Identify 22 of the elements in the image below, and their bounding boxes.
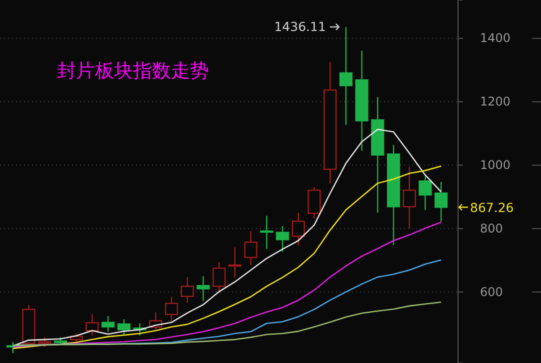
candlestick xyxy=(402,166,416,230)
y-tick-label: 600 xyxy=(480,284,503,299)
candlestick xyxy=(196,276,210,302)
candlestick xyxy=(308,186,321,220)
candlestick xyxy=(339,26,352,126)
text: 867.26 xyxy=(470,200,514,215)
text: 封片板块指数走势 xyxy=(57,60,209,82)
candlestick xyxy=(371,96,384,214)
y-tick-label: 1400 xyxy=(480,31,511,46)
y-tick-label: 1000 xyxy=(480,158,511,172)
candlestick xyxy=(434,181,448,223)
candlestick xyxy=(386,144,400,246)
candlestick xyxy=(260,215,274,250)
y-tick-label: 1200 xyxy=(480,94,511,109)
candlestick xyxy=(418,176,432,210)
candlestick xyxy=(355,50,368,152)
y-tick-label: 800 xyxy=(480,221,503,236)
annotation: 1436.11 xyxy=(274,18,326,34)
candlestick xyxy=(86,314,99,336)
candlestick xyxy=(324,61,337,184)
candlestick xyxy=(244,230,258,266)
candlestick xyxy=(228,246,242,278)
